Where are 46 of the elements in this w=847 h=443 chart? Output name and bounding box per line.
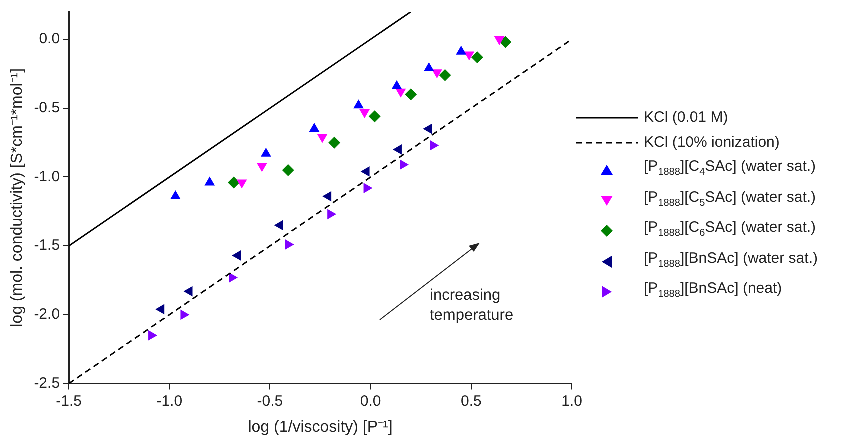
y-tick-label: -1.0 — [34, 168, 60, 186]
legend-label: [P$_{1888}$][C$_{6}$SAc] (water sat.) — [644, 218, 816, 241]
point — [368, 110, 381, 123]
y-tick-label: -2.0 — [34, 306, 60, 324]
x-tick-label: -0.5 — [257, 392, 284, 410]
legend-label: KCl (10% ionization) — [644, 132, 780, 152]
y-tick-label: -1.5 — [34, 237, 60, 254]
y-tick-label: -2.5 — [34, 374, 60, 392]
legend-label: [P$_{1888}$][C$_{4}$SAc] (water sat.) — [644, 157, 816, 180]
x-tick-label: -1.0 — [156, 392, 183, 410]
point — [439, 69, 452, 82]
point — [322, 191, 332, 202]
point — [309, 123, 320, 132]
point — [405, 88, 418, 101]
point — [282, 164, 294, 176]
point — [456, 46, 467, 55]
x-axis-title: log (1/viscosity) [P⁻¹] — [248, 418, 393, 436]
point — [156, 304, 165, 315]
point — [170, 190, 181, 200]
point — [204, 176, 216, 186]
point — [232, 250, 242, 261]
point — [500, 36, 512, 48]
point — [328, 136, 341, 149]
legend-label: [P$_{1888}$][BnSAc] (water sat.) — [644, 248, 818, 272]
y-axis-title: log (mol. conductivity) [S*cm⁻¹*mol⁻¹] — [9, 68, 26, 328]
legend-label: KCl (0.01 M) — [644, 108, 728, 128]
point — [354, 100, 364, 109]
point — [228, 176, 240, 189]
point — [471, 51, 484, 64]
point — [392, 80, 402, 90]
point — [274, 220, 284, 231]
point — [261, 148, 272, 157]
point — [392, 144, 402, 155]
x-tick-label: 1.0 — [562, 392, 582, 410]
y-tick-label: -0.5 — [34, 100, 60, 117]
x-tick-label: -1.5 — [56, 392, 82, 410]
annotation: increasing temperature — [430, 287, 514, 324]
legend-label: [P$_{1888}$][C$_{5}$SAc] (water sat.) — [644, 188, 816, 210]
y-tick-label: 0.0 — [39, 30, 60, 48]
point — [423, 124, 432, 134]
point — [360, 166, 370, 177]
point — [184, 286, 193, 297]
x-tick-label: 0.5 — [460, 392, 482, 410]
point — [424, 62, 434, 72]
legend-label: [P$_{1888}$][BnSAc] (neat) — [644, 279, 782, 302]
x-tick-label: 0.0 — [360, 392, 382, 410]
